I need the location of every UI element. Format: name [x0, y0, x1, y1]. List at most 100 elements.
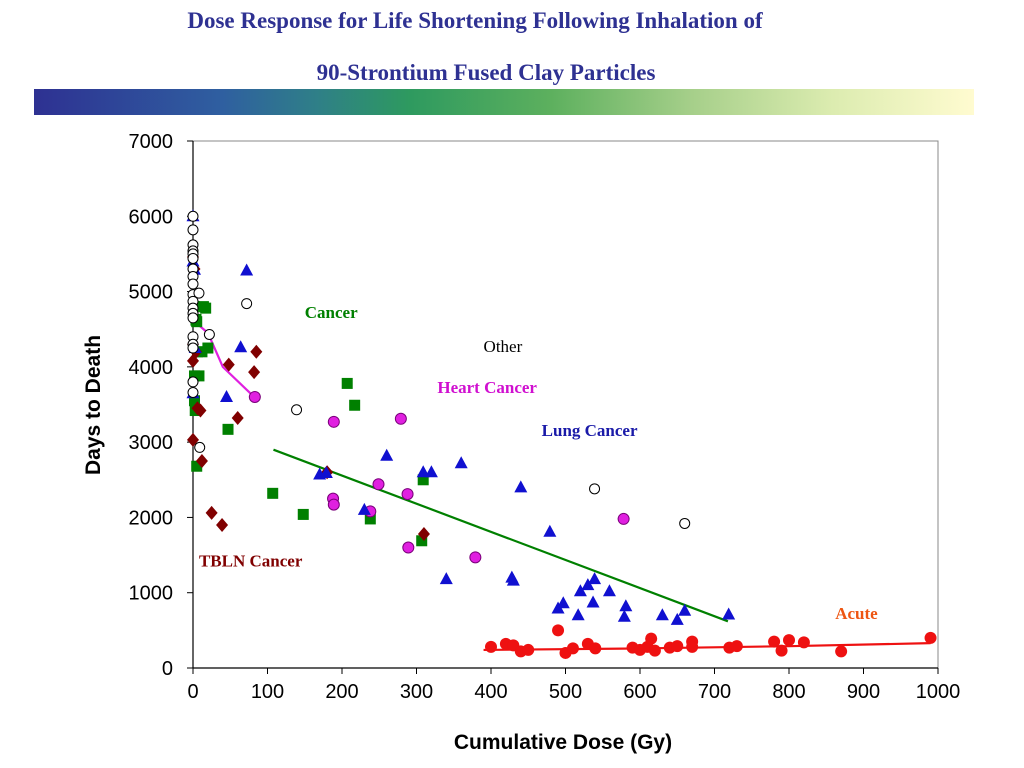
tbln-cancer-point: [195, 453, 208, 468]
x-tick-label: 200: [325, 681, 358, 703]
acute-point: [522, 643, 535, 656]
lung-cancer-point: [678, 603, 692, 616]
other-point: [187, 210, 199, 222]
annotation-other: Other: [484, 337, 523, 356]
cancer-point: [202, 342, 214, 354]
other-point: [187, 312, 199, 324]
cancer-point: [200, 302, 212, 314]
lung-cancer-point: [424, 465, 438, 478]
cancer-point: [416, 535, 428, 547]
axis-ticks: 0 100 200 300 400 500 600 700 800 900 1000 0 1000 200…: [129, 131, 961, 703]
acute-point: [730, 640, 743, 653]
heart-cancer-point: [327, 415, 340, 428]
cancer-point: [188, 395, 200, 407]
lung-cancer-point: [543, 524, 557, 537]
plot-border: [192, 140, 939, 669]
lung-cancer-point: [588, 572, 602, 585]
cancer-point: [417, 474, 429, 486]
cancer-point: [297, 508, 309, 520]
y-tick-label: 1000: [129, 583, 174, 605]
acute-point: [648, 644, 661, 657]
x-tick-label: 400: [474, 681, 507, 703]
x-tick-label: 500: [549, 681, 582, 703]
y-tick-label: 7000: [129, 131, 174, 153]
lung-cancer-point: [220, 389, 234, 402]
other-point: [187, 342, 199, 354]
heart-cancer-point: [401, 488, 414, 501]
tbln-cancer-point: [205, 505, 218, 520]
x-tick-label: 300: [400, 681, 433, 703]
acute-point: [797, 636, 810, 649]
x-tick-label: 900: [847, 681, 880, 703]
acute-point: [589, 642, 602, 655]
lung-cancer-point: [319, 466, 333, 479]
plot-area: [192, 140, 939, 669]
acute-point: [768, 635, 781, 648]
heart-cancer-point: [327, 498, 340, 511]
y-tick-label: 6000: [129, 206, 174, 228]
lung-cancer-point: [571, 608, 585, 621]
tbln-cancer-point: [187, 353, 199, 368]
annotation-acute: Acute: [835, 604, 878, 623]
tbln-cancer-point: [248, 365, 261, 380]
chart-title-line-2: 90-Strontium Fused Clay Particles: [316, 60, 656, 85]
tbln-cancer-point: [222, 357, 235, 372]
trend-line-heart: [192, 319, 254, 397]
heart-cancer-point: [394, 412, 407, 425]
cancer-point: [349, 399, 361, 411]
lung-cancer-point: [573, 584, 587, 597]
other-point: [589, 483, 601, 495]
lung-cancer-point: [655, 608, 669, 621]
lung-cancer-point: [514, 480, 528, 493]
lung-cancer-point: [602, 584, 616, 597]
y-tick-label: 0: [162, 658, 173, 680]
tbln-cancer-point: [216, 517, 229, 532]
x-tick-label: 800: [772, 681, 805, 703]
y-axis-label: Days to Death: [82, 335, 105, 475]
other-point: [679, 517, 691, 529]
title-gradient-bar: [34, 89, 974, 115]
lung-cancer-point: [581, 578, 595, 591]
cancer-point: [341, 377, 353, 389]
lung-cancer-point: [234, 340, 248, 353]
x-tick-label: 1000: [916, 681, 961, 703]
annotation-tbln-cancer: TBLN Cancer: [199, 551, 303, 570]
other-point: [187, 376, 199, 388]
lung-cancer-point: [357, 502, 371, 515]
acute-point: [835, 645, 848, 658]
lung-cancer-point: [380, 448, 394, 461]
lung-cancer-point: [556, 596, 570, 609]
annotations: Cancer Other Heart Cancer Lung Cancer TBLN C…: [199, 303, 878, 623]
other-point: [291, 404, 303, 416]
other-point: [187, 252, 199, 264]
lung-cancer-point: [722, 607, 736, 620]
y-tick-label: 3000: [129, 432, 174, 454]
chart-title-line-1: Dose Response for Life Shortening Follow…: [187, 8, 763, 33]
acute-point: [671, 640, 684, 653]
acute-point: [783, 634, 795, 647]
other-point: [194, 441, 206, 453]
trend-line-acute: [483, 642, 931, 652]
other-point: [241, 298, 253, 310]
lung-cancer-point: [586, 595, 600, 608]
tbln-cancer-point: [250, 344, 263, 359]
acute-point: [552, 624, 565, 637]
cancer-point: [188, 370, 200, 382]
lung-cancer-point: [416, 465, 430, 478]
tbln-cancer-point: [231, 411, 244, 426]
data-points: [186, 209, 937, 659]
x-tick-label: 0: [187, 681, 198, 703]
other-point: [193, 287, 205, 299]
lung-cancer-point: [240, 263, 254, 276]
tbln-cancer-point: [417, 526, 430, 541]
cancer-point: [191, 460, 203, 472]
acute-point: [775, 644, 788, 657]
lung-cancer-point: [617, 609, 631, 622]
cancer-point: [364, 513, 376, 525]
acute-point: [924, 631, 937, 644]
annotation-heart-cancer: Heart Cancer: [437, 378, 537, 397]
heart-cancer-point: [402, 541, 415, 554]
x-tick-label: 700: [698, 681, 731, 703]
y-tick-label: 4000: [129, 357, 174, 379]
x-tick-label: 600: [623, 681, 656, 703]
